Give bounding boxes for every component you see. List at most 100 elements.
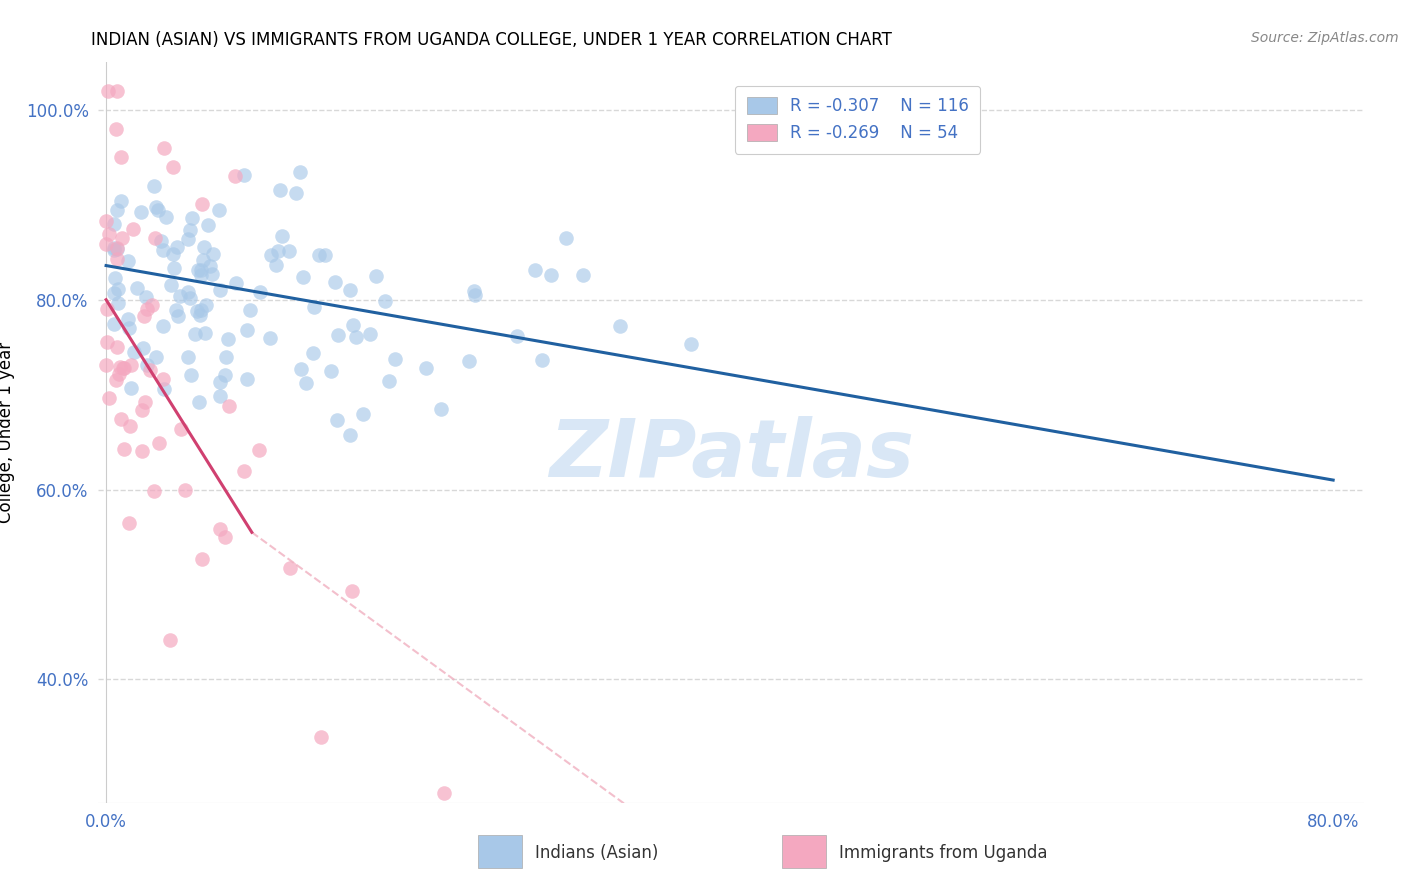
Point: [180, 211, 202, 225]
Point: [278, 561, 301, 575]
Point: [264, 258, 287, 272]
Point: [214, 530, 236, 544]
Point: [277, 244, 299, 258]
Point: [148, 436, 170, 450]
Point: [152, 243, 174, 257]
Point: [249, 443, 271, 458]
Point: [377, 374, 399, 388]
Point: [197, 218, 219, 232]
Point: [236, 323, 259, 337]
Point: [323, 275, 346, 289]
Text: INDIAN (ASIAN) VS IMMIGRANTS FROM UGANDA COLLEGE, UNDER 1 YEAR CORRELATION CHART: INDIAN (ASIAN) VS IMMIGRANTS FROM UGANDA…: [91, 31, 893, 49]
Point: [159, 632, 181, 647]
Point: [107, 295, 129, 310]
Point: [134, 394, 156, 409]
Point: [112, 360, 135, 375]
Point: [166, 240, 188, 254]
Point: [217, 332, 239, 346]
Point: [118, 516, 141, 531]
Point: [105, 202, 128, 217]
Point: [224, 169, 246, 184]
Point: [143, 178, 166, 193]
Point: [186, 304, 208, 318]
Point: [187, 395, 209, 409]
Point: [103, 318, 125, 332]
Point: [105, 121, 128, 136]
Point: [191, 197, 214, 211]
Text: ZIPatlas: ZIPatlas: [548, 416, 914, 494]
Point: [201, 268, 224, 282]
Point: [464, 288, 486, 302]
Point: [384, 352, 406, 367]
Point: [165, 302, 187, 317]
Point: [96, 334, 118, 349]
Point: [104, 373, 127, 387]
Point: [194, 298, 217, 312]
Point: [105, 242, 128, 256]
Point: [110, 194, 132, 208]
Point: [111, 231, 134, 245]
Point: [458, 354, 481, 368]
Point: [540, 268, 562, 282]
Point: [107, 367, 129, 381]
Point: [143, 230, 166, 244]
Point: [152, 318, 174, 333]
Point: [260, 248, 283, 262]
Point: [430, 401, 453, 416]
Point: [105, 241, 128, 255]
Point: [145, 350, 167, 364]
Point: [122, 345, 145, 359]
Point: [269, 183, 291, 197]
Point: [191, 253, 214, 268]
Point: [302, 301, 325, 315]
Point: [103, 217, 125, 231]
Point: [188, 308, 211, 322]
Point: [288, 165, 311, 179]
Point: [249, 285, 271, 299]
Point: [326, 413, 349, 427]
Point: [103, 241, 125, 255]
Point: [232, 168, 254, 182]
Point: [366, 269, 388, 284]
Point: [218, 399, 240, 413]
Point: [105, 252, 128, 267]
Point: [215, 350, 238, 364]
Legend: R = -0.307    N = 116, R = -0.269    N = 54: R = -0.307 N = 116, R = -0.269 N = 54: [735, 86, 980, 153]
Point: [302, 345, 325, 359]
Point: [129, 205, 152, 219]
Point: [117, 254, 139, 268]
Point: [609, 319, 631, 334]
Point: [117, 312, 139, 326]
Point: [98, 391, 121, 405]
Point: [149, 234, 172, 248]
Point: [162, 247, 184, 261]
Point: [359, 326, 381, 341]
Point: [131, 444, 153, 458]
Point: [271, 228, 294, 243]
Point: [134, 309, 156, 323]
Point: [432, 786, 454, 800]
Point: [97, 84, 120, 98]
Point: [208, 283, 231, 297]
Point: [284, 186, 307, 200]
Point: [193, 240, 215, 254]
Point: [309, 731, 332, 745]
Point: [555, 231, 578, 245]
Point: [118, 320, 141, 334]
Point: [295, 376, 318, 391]
Point: [239, 303, 262, 318]
Point: [179, 291, 201, 305]
Point: [314, 248, 336, 262]
Point: [201, 247, 224, 261]
Point: [292, 269, 315, 284]
Point: [308, 247, 330, 261]
Point: [225, 276, 247, 290]
Point: [214, 368, 236, 383]
Point: [118, 419, 141, 434]
Point: [152, 141, 174, 155]
Point: [159, 277, 181, 292]
Point: [174, 483, 197, 497]
Text: Immigrants from Uganda: Immigrants from Uganda: [838, 844, 1047, 863]
Point: [572, 268, 595, 282]
Text: Source: ZipAtlas.com: Source: ZipAtlas.com: [1251, 31, 1399, 45]
